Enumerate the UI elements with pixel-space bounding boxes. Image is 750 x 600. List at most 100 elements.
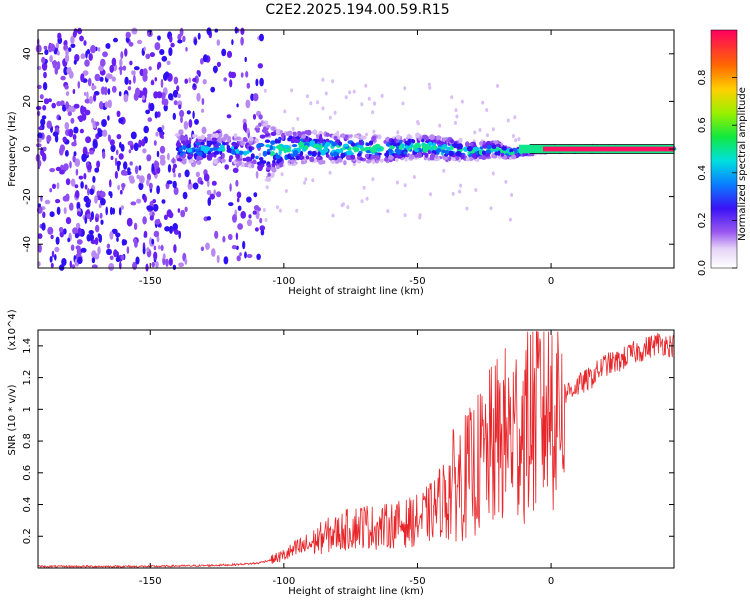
spectrogram-point xyxy=(325,154,330,158)
spectrogram-point xyxy=(91,257,96,264)
snr-y-tick-label: 1 xyxy=(22,406,33,412)
spectrogram-point xyxy=(248,140,253,144)
spectrogram-point xyxy=(362,185,366,190)
spectrogram-point xyxy=(153,251,158,261)
spectrogram-point xyxy=(236,103,239,108)
spectrogram-point xyxy=(201,126,207,134)
spectrogram-point xyxy=(151,261,155,268)
spectrogram-point xyxy=(206,189,212,196)
spectrogram-point xyxy=(166,60,171,65)
spectrogram-point xyxy=(111,57,117,67)
spectrogram-point xyxy=(184,258,188,265)
spectrogram-point xyxy=(396,149,401,156)
spectrogram-point xyxy=(200,145,207,152)
spectrogram-point xyxy=(305,156,310,160)
spectrogram-point xyxy=(180,209,186,218)
spectrogram-point xyxy=(36,110,41,117)
spectrogram-point xyxy=(465,141,470,148)
spectrogram-point xyxy=(271,163,276,167)
spectrogram-point xyxy=(196,155,200,162)
spectrogram-point xyxy=(384,157,389,162)
spectrogram-point xyxy=(147,117,153,122)
spectrogram-point xyxy=(126,217,133,227)
spectrogram-point xyxy=(188,137,192,141)
spectrogram-point xyxy=(226,114,232,119)
spectrogram-point xyxy=(78,175,84,180)
spectrogram-point xyxy=(407,138,412,145)
spectrogram-point xyxy=(368,140,374,146)
spectrogram-point xyxy=(168,93,174,101)
spectrogram-point xyxy=(392,142,398,147)
spectrogram-point xyxy=(97,246,101,255)
spectrogram-point xyxy=(325,132,330,137)
spectrogram-point xyxy=(59,169,65,175)
spectrogram-point xyxy=(244,251,247,259)
spectrogram-point xyxy=(135,87,141,97)
spectrogram-point xyxy=(42,82,48,91)
spectrogram-point xyxy=(128,79,132,85)
spectrogram-point xyxy=(68,128,74,138)
spectrogram-point xyxy=(202,79,207,85)
snr-series-line xyxy=(37,331,675,569)
spectrogram-point xyxy=(357,144,361,148)
spectrogram-point xyxy=(153,140,157,146)
snr-frame xyxy=(37,329,675,569)
spectrogram-point xyxy=(95,224,100,233)
spectrogram-point xyxy=(388,155,394,161)
spectrogram-point xyxy=(396,155,403,159)
spectrogram-point xyxy=(196,92,201,102)
spectrogram-point xyxy=(333,135,338,141)
spectrogram-point xyxy=(154,111,158,119)
spectrogram-point xyxy=(331,213,335,218)
spectrogram-point xyxy=(228,233,233,241)
spectrogram-point xyxy=(108,263,115,271)
spectrogram-point xyxy=(106,243,111,249)
spectrogram-point xyxy=(37,233,43,240)
spectrogram-point xyxy=(511,134,515,138)
spectrogram-point xyxy=(455,155,460,161)
spectrogram-point xyxy=(271,167,277,173)
spectrogram-point xyxy=(324,91,328,96)
spectrogram-point xyxy=(321,106,325,111)
spectrogram-point xyxy=(207,151,212,155)
spectrogram-point xyxy=(291,144,298,148)
spectrogram-point xyxy=(489,206,493,211)
colorbar-tick-label: 0.2 xyxy=(697,212,708,228)
spectrogram-point xyxy=(391,138,395,145)
spectrogram-point xyxy=(491,144,497,149)
spectrogram-point xyxy=(229,183,232,192)
spectrogram-point xyxy=(255,78,259,87)
spectrogram-point xyxy=(231,245,237,250)
spectrogram-point xyxy=(428,85,432,90)
colorbar-tick-label: 0.8 xyxy=(697,70,708,86)
spectrogram-point xyxy=(240,72,244,78)
spectrogram-point xyxy=(248,146,252,151)
spectrogram-point xyxy=(184,135,188,140)
spectrogram-point xyxy=(176,157,183,162)
spectrogram-x-tick-label: -100 xyxy=(272,276,295,287)
spectrogram-point xyxy=(130,131,137,140)
spectrogram-point xyxy=(73,151,77,157)
spectrogram-point xyxy=(251,163,255,169)
spectrogram-point xyxy=(164,226,171,232)
spectrogram-point xyxy=(56,182,60,190)
spectrogram-point xyxy=(194,38,197,46)
spectrogram-point xyxy=(252,210,257,215)
spectrogram-point xyxy=(323,144,328,150)
spectrogram-point xyxy=(260,229,265,236)
snr-marks xyxy=(37,331,675,569)
spectrogram-point xyxy=(240,27,245,35)
spectrogram-point xyxy=(416,120,420,124)
spectrogram-point xyxy=(207,179,210,188)
spectrogram-point xyxy=(159,158,166,166)
spectrogram-point xyxy=(181,159,187,165)
spectrogram-point xyxy=(70,35,75,45)
spectrogram-point xyxy=(177,208,181,213)
spectrogram-point xyxy=(295,155,301,161)
spectrogram-point xyxy=(35,44,42,53)
spectrogram-point xyxy=(330,159,336,164)
spectrogram-point xyxy=(423,151,427,156)
spectrogram-point xyxy=(69,202,74,211)
spectrogram-point xyxy=(84,59,90,67)
